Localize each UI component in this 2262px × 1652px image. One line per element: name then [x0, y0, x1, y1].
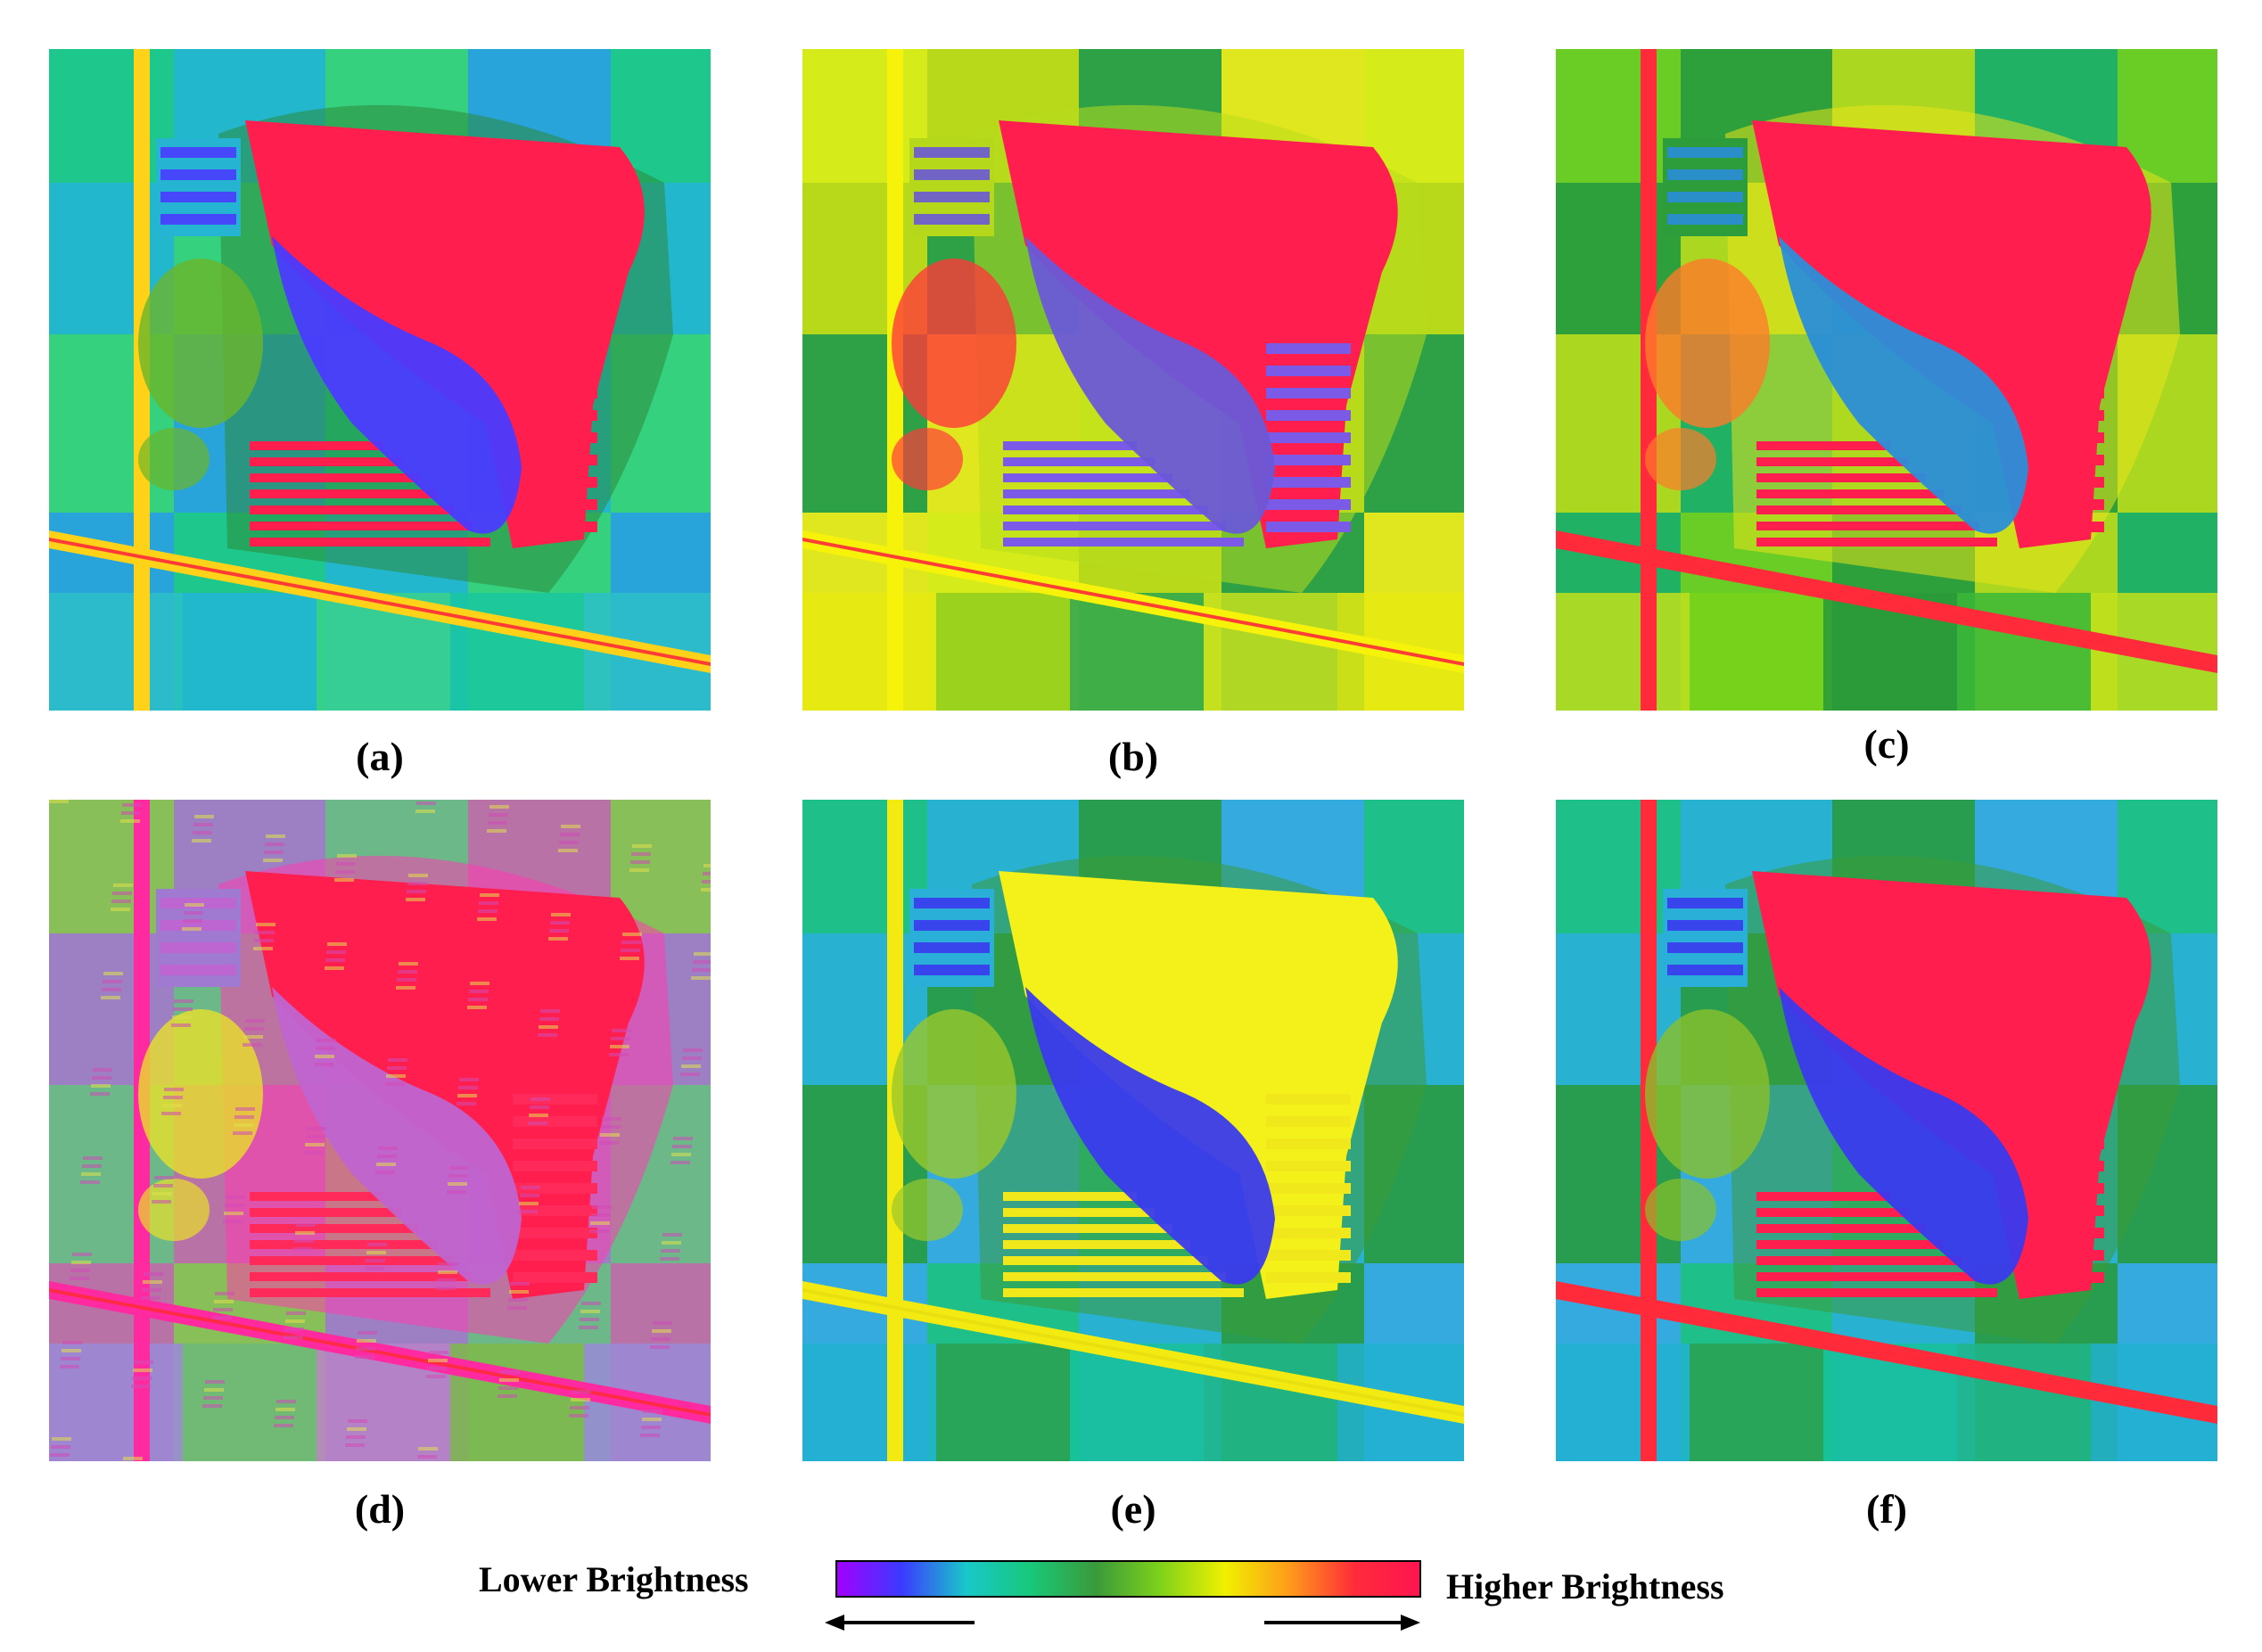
panel-label-a: (a) [356, 734, 404, 779]
false-color-image-1 [802, 49, 1464, 711]
panel-label-d: (d) [354, 1486, 406, 1532]
false-color-image-0 [49, 49, 711, 711]
panel-e [802, 800, 1464, 1461]
false-color-image-3 [49, 800, 711, 1461]
false-color-image-4 [802, 800, 1464, 1461]
legend-high-label: Higher Brightness [1446, 1566, 1724, 1607]
panel-c [1556, 49, 2217, 711]
panel-d [49, 800, 711, 1461]
right-arrow-icon [1264, 1615, 1420, 1631]
panel-label-e: (e) [1110, 1486, 1156, 1532]
false-color-image-2 [1556, 49, 2217, 711]
panel-label-b: (b) [1107, 734, 1159, 779]
panel-label-c: (c) [1863, 721, 1910, 767]
false-color-image-5 [1556, 800, 2217, 1461]
brightness-colorbar [835, 1560, 1421, 1598]
panel-f [1556, 800, 2217, 1461]
panel-label-f: (f) [1866, 1486, 1907, 1532]
legend-low-label: Lower Brightness [479, 1559, 749, 1599]
panel-a [49, 49, 711, 711]
panel-b [802, 49, 1464, 711]
left-arrow-icon [825, 1615, 975, 1631]
